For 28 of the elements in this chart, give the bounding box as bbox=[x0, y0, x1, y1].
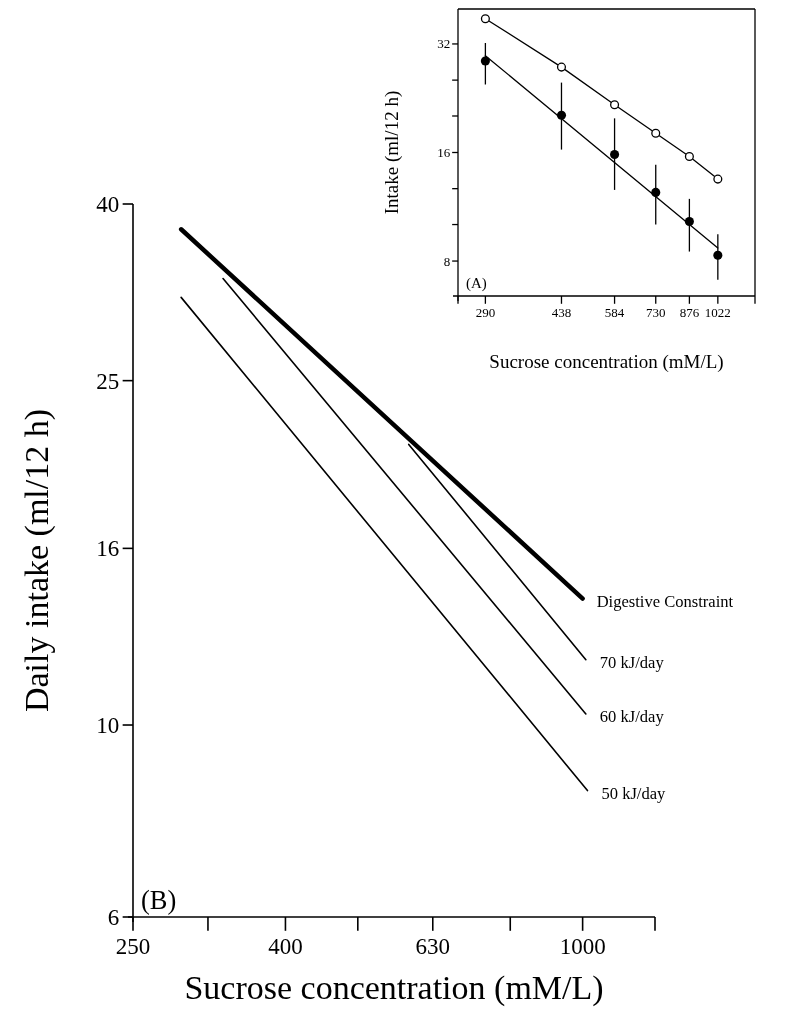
y-axis-title: Daily intake (ml/12 h) bbox=[18, 408, 56, 713]
annotation: (A) bbox=[466, 275, 487, 292]
y-tick-label: 8 bbox=[443, 253, 451, 269]
x-tick-label: 630 bbox=[415, 933, 451, 959]
y-axis-title: Intake (ml/12 h) bbox=[381, 90, 403, 215]
annotation: (B) bbox=[141, 885, 177, 915]
x-tick-label: 400 bbox=[268, 933, 303, 959]
x-tick-label: 730 bbox=[646, 304, 666, 320]
x-tick-label: 438 bbox=[551, 304, 572, 320]
x-axis-title: Sucrose concentration (mM/L) bbox=[489, 351, 724, 373]
y-tick-label: 25 bbox=[96, 368, 120, 394]
y-tick-label: 10 bbox=[96, 713, 120, 739]
y-tick-label: 40 bbox=[96, 192, 120, 218]
x-tick-label: 1022 bbox=[704, 304, 731, 320]
x-tick-label: 1000 bbox=[559, 933, 606, 959]
y-tick-label: 6 bbox=[107, 905, 120, 931]
x-tick-label: 290 bbox=[475, 304, 496, 320]
series-label: 50 kJ/day bbox=[601, 783, 667, 803]
x-tick-label: 584 bbox=[604, 304, 625, 320]
series-label: Digestive Constraint bbox=[596, 591, 734, 611]
y-tick-label: 16 bbox=[437, 145, 451, 161]
x-tick-label: 250 bbox=[115, 933, 151, 959]
x-axis-title: Sucrose concentration (mM/L) bbox=[184, 969, 604, 1007]
series-label: 60 kJ/day bbox=[599, 706, 665, 726]
y-tick-label: 16 bbox=[96, 536, 120, 562]
series-label: 70 kJ/day bbox=[599, 652, 665, 672]
x-tick-label: 876 bbox=[679, 304, 700, 320]
y-tick-label: 32 bbox=[437, 36, 451, 52]
